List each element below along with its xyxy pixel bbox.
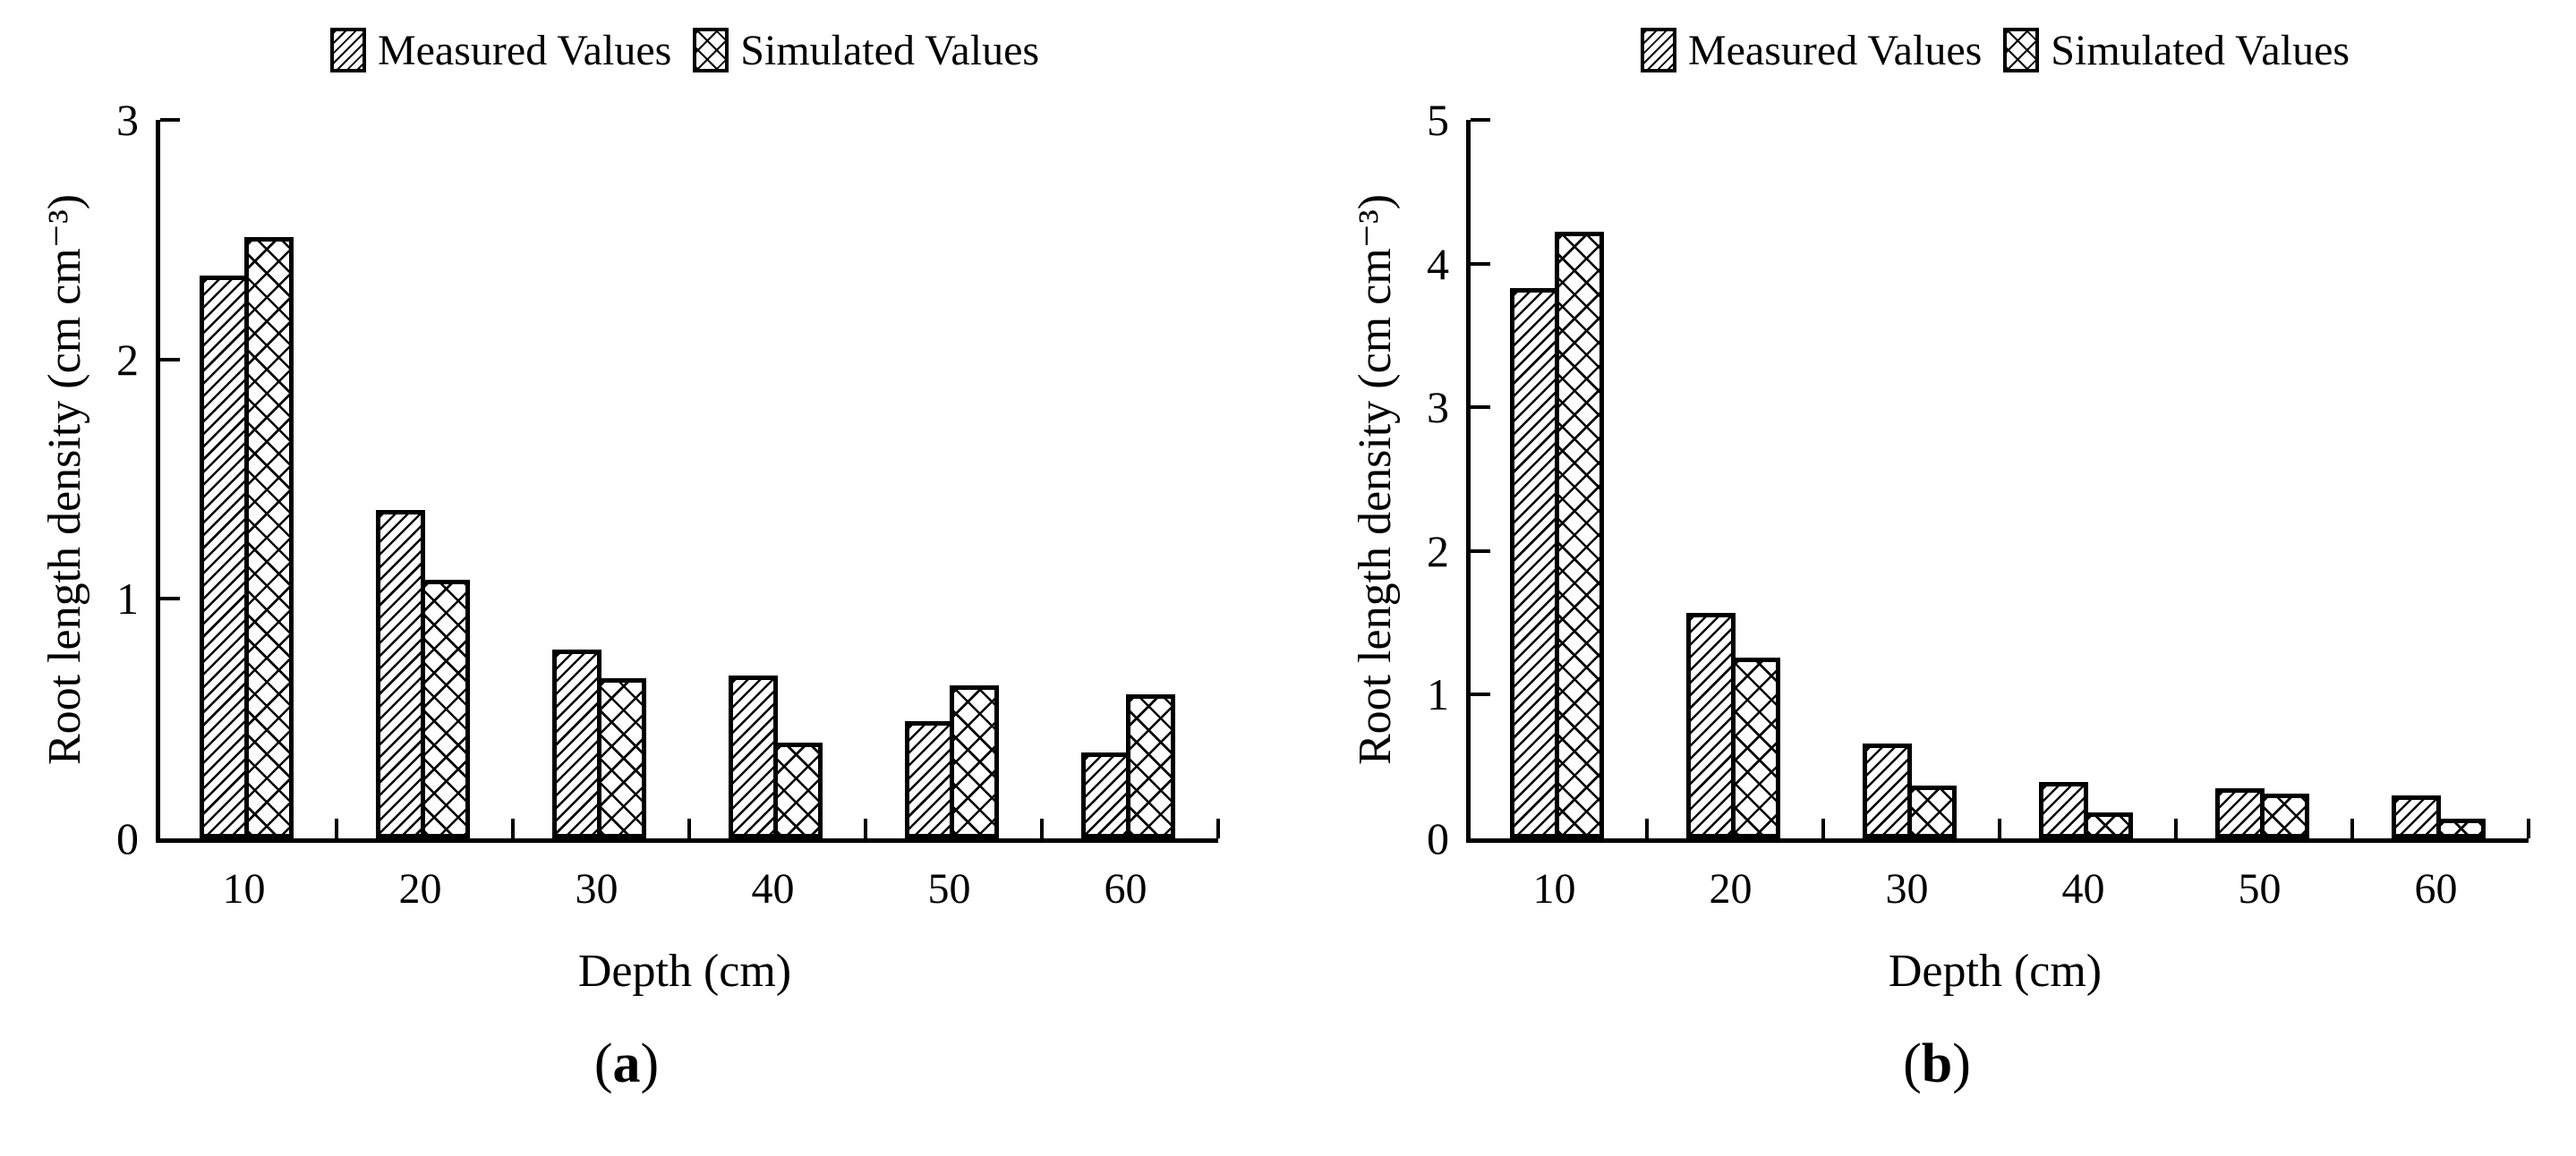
panel-label-close-paren: )	[1952, 1033, 1971, 1094]
y-tick	[160, 597, 180, 601]
y-axis-labels: 0 1 2 3	[0, 95, 139, 863]
chart-panel-a: Measured Values Simulated Values Root le…	[0, 21, 1220, 1096]
bar-measured-20	[1685, 613, 1736, 838]
y-tick-label: 1	[116, 574, 139, 625]
y-tick-label: 4	[1427, 238, 1449, 289]
bar-simulated-40	[772, 743, 823, 838]
panel-letter: b	[1921, 1033, 1953, 1094]
x-tick	[2174, 819, 2178, 838]
panel-label-open-paren: (	[1903, 1033, 1922, 1094]
y-tick-label: 0	[116, 813, 139, 863]
legend: Measured Values Simulated Values	[1466, 21, 2524, 79]
bar-simulated-20	[420, 580, 470, 838]
bar-measured-50	[904, 721, 954, 838]
bar-simulated-60	[1125, 694, 1175, 838]
plot-area	[156, 118, 1220, 843]
legend-item-simulated: Simulated Values	[2003, 26, 2350, 75]
x-axis-title: Depth (cm)	[1888, 946, 2103, 997]
x-tick-label: 60	[2414, 865, 2458, 913]
y-tick-label: 3	[1427, 382, 1449, 433]
x-tick	[1645, 819, 1649, 838]
x-tick-label: 50	[2238, 865, 2282, 913]
x-axis-title: Depth (cm)	[577, 946, 792, 997]
legend-label-simulated: Simulated Values	[740, 26, 1040, 74]
bar-simulated-50	[2259, 794, 2309, 838]
bar-measured-20	[375, 510, 425, 838]
chart-panel-b: Measured Values Simulated Values Root le…	[1310, 0, 2576, 1156]
panel-label-open-paren: (	[593, 1033, 613, 1094]
x-tick	[1040, 819, 1044, 838]
y-tick	[1471, 118, 1490, 122]
y-tick	[1471, 548, 1490, 553]
x-tick-label: 10	[1532, 865, 1576, 913]
x-axis-labels: 10 20 30 40 50 60	[1466, 863, 2524, 916]
x-tick	[2527, 819, 2530, 838]
panel-label: (b)	[1466, 1033, 2524, 1096]
panel-letter: a	[612, 1033, 641, 1094]
y-tick	[1471, 405, 1490, 410]
x-tick-label: 40	[751, 865, 795, 913]
x-tick	[864, 819, 867, 838]
y-tick	[1471, 693, 1490, 697]
x-tick-label: 20	[398, 865, 442, 913]
bar-measured-60	[2391, 795, 2441, 838]
bar-measured-60	[1080, 752, 1130, 838]
x-tick-label: 50	[927, 865, 971, 913]
y-axis-labels: 0 1 2 3 4 5	[1310, 95, 1449, 863]
bar-simulated-40	[2083, 812, 2133, 838]
x-tick	[511, 819, 515, 838]
measured-hatch-swatch-icon	[329, 28, 366, 72]
x-tick-label: 60	[1104, 865, 1147, 913]
y-tick	[160, 118, 180, 122]
x-tick	[687, 819, 691, 838]
simulated-hatch-swatch-icon	[2003, 28, 2040, 72]
legend-item-measured: Measured Values	[329, 26, 672, 75]
y-tick	[160, 357, 180, 361]
bar-measured-30	[1862, 744, 1912, 838]
bar-simulated-60	[2435, 819, 2486, 838]
x-tick-label: 30	[1885, 865, 1929, 913]
y-tick-label: 5	[1427, 95, 1449, 145]
x-tick-label: 30	[575, 865, 618, 913]
x-tick	[335, 819, 338, 838]
panel-label: (a)	[156, 1033, 1214, 1096]
y-tick-label: 2	[116, 334, 139, 385]
x-axis-labels: 10 20 30 40 50 60	[156, 863, 1214, 916]
bar-simulated-30	[596, 678, 646, 838]
bar-simulated-20	[1730, 658, 1780, 838]
simulated-hatch-swatch-icon	[693, 28, 729, 72]
x-tick-label: 40	[2061, 865, 2105, 913]
measured-hatch-swatch-icon	[1640, 28, 1676, 72]
y-tick	[1471, 261, 1490, 266]
bar-simulated-50	[949, 685, 999, 838]
plot-area	[1466, 118, 2530, 843]
legend-item-measured: Measured Values	[1640, 26, 1983, 75]
bar-simulated-30	[1906, 786, 1957, 838]
y-tick-label: 1	[1427, 669, 1449, 720]
legend-label-measured: Measured Values	[1687, 26, 1983, 74]
x-tick	[2350, 819, 2354, 838]
bar-measured-10	[1509, 288, 1559, 838]
bar-simulated-10	[243, 237, 294, 838]
x-tick	[1821, 819, 1825, 838]
bar-measured-40	[728, 676, 778, 838]
x-tick	[1998, 819, 2001, 838]
legend: Measured Values Simulated Values	[156, 21, 1214, 79]
y-tick-label: 3	[116, 95, 139, 145]
bar-simulated-10	[1554, 232, 1604, 838]
bar-measured-40	[2038, 782, 2088, 838]
y-tick-label: 2	[1427, 525, 1449, 576]
x-tick-label: 10	[222, 865, 266, 913]
legend-label-simulated: Simulated Values	[2051, 26, 2350, 74]
bar-measured-30	[551, 650, 601, 838]
bar-measured-50	[2214, 788, 2265, 838]
x-tick-label: 20	[1709, 865, 1753, 913]
legend-item-simulated: Simulated Values	[693, 26, 1039, 75]
x-tick	[1216, 819, 1220, 838]
bar-measured-10	[199, 276, 249, 838]
y-tick-label: 0	[1427, 813, 1449, 863]
panel-label-close-paren: )	[640, 1033, 660, 1094]
legend-label-measured: Measured Values	[377, 26, 672, 74]
